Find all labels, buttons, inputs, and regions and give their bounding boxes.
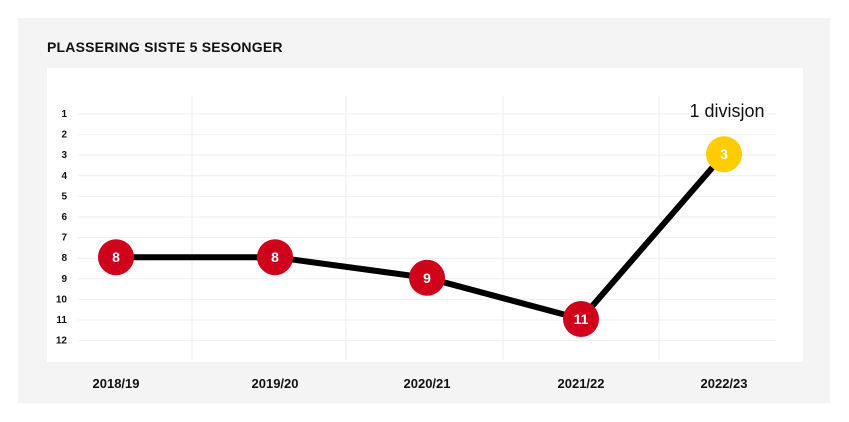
y-tick-label: 1: [61, 109, 67, 120]
y-tick-label: 9: [61, 274, 67, 285]
x-tick-label: 2020/21: [404, 376, 451, 391]
data-point-marker: [98, 239, 134, 276]
y-tick-label: 4: [61, 171, 67, 182]
data-point-marker: [409, 259, 445, 296]
chart-title: PLASSERING SISTE 5 SESONGER: [47, 39, 283, 55]
data-point-label: 11: [574, 311, 589, 327]
y-tick-label: 11: [56, 315, 67, 326]
y-tick-label: 8: [61, 253, 67, 264]
y-tick-label: 3: [61, 150, 67, 161]
x-tick-label: 2019/20: [252, 376, 299, 391]
y-tick-label: 6: [61, 212, 67, 223]
y-tick-label: 2: [61, 130, 67, 141]
data-point-label: 3: [720, 146, 728, 162]
x-tick-label: 2018/19: [93, 376, 140, 391]
data-point-marker: [257, 239, 293, 276]
plot-area: [47, 68, 803, 362]
data-point-marker: [706, 136, 742, 173]
x-tick-label: 2021/22: [558, 376, 605, 391]
y-tick-label: 12: [56, 336, 68, 347]
data-point-label: 9: [423, 270, 431, 286]
y-tick-label: 10: [56, 294, 68, 305]
data-point-label: 8: [112, 249, 120, 265]
chart-card: PLASSERING SISTE 5 SESONGER: [18, 18, 830, 403]
y-tick-label: 7: [61, 233, 67, 244]
x-tick-label: 2022/23: [701, 376, 748, 391]
y-tick-label: 5: [61, 191, 67, 202]
division-annotation: 1 divisjon: [689, 101, 764, 121]
data-point-marker: [563, 301, 599, 337]
data-point-label: 8: [271, 249, 279, 265]
